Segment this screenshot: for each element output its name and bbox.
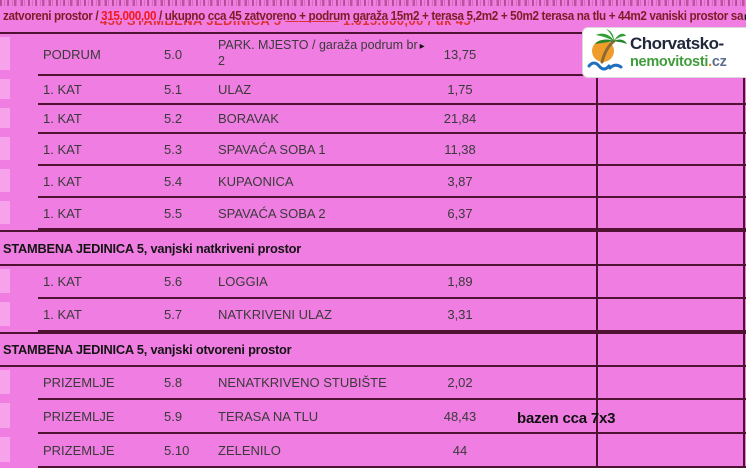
code-cell: 5.5 <box>164 205 183 221</box>
code-cell: 5.10 <box>164 442 190 458</box>
summary-prefix: zatvoreni prostor / <box>3 8 102 23</box>
area-cell: 44 <box>452 442 468 458</box>
table-row-5-0: PODRUM 5.0 PARK. MJESTO / garaža podrum … <box>0 32 746 76</box>
area-cell: 11,38 <box>444 141 476 157</box>
section-label: STAMBENA JEDINICA 5, vanjski otvoreni pr… <box>3 342 292 357</box>
table-row-5-2: 1. KAT 5.2 BORAVAK 21,84 <box>0 105 746 134</box>
table-row-5-4: 1. KAT 5.4 KUPAONICA 3,87 <box>0 166 746 198</box>
palm-tree-icon <box>586 27 628 78</box>
table-row-5-10: PRIZEMLJE 5.10 ZELENILO 44 <box>0 434 746 468</box>
room-name-wrap: 2 <box>218 54 225 68</box>
logo-domain: nemovitosti <box>630 53 709 70</box>
pool-size-note: bazen cca 7x3 <box>517 410 616 427</box>
area-cell: 3,87 <box>447 173 473 189</box>
section-row-otvoreni: STAMBENA JEDINICA 5, vanjski otvoreni pr… <box>0 332 746 367</box>
summary-suffix: / ukupno cca 45 zatvoreno + podrum garaž… <box>156 8 744 23</box>
table-row-5-8: PRIZEMLJE 5.8 NENATKRIVENO STUBIŠTE 2,02 <box>0 367 746 400</box>
room-name: PARK. MJESTO / garaža podrum br <box>218 38 418 52</box>
table-row-5-1: 1. KAT 5.1 ULAZ 1,75 <box>0 76 746 105</box>
code-cell: 5.3 <box>164 141 183 157</box>
floor-cell: PRIZEMLJE <box>43 375 115 390</box>
text-overflow-icon: ▸ <box>743 11 746 23</box>
floor-cell: PRIZEMLJE <box>43 408 115 424</box>
grid-vertical-line <box>596 32 598 468</box>
room-cell: NATKRIVENI ULAZ <box>218 307 332 322</box>
floor-cell: 1. KAT <box>43 141 82 157</box>
floor-cell: PRIZEMLJE <box>43 442 115 458</box>
room-cell: SPAVAĆA SOBA 2 <box>218 205 326 221</box>
table-row-5-9: PRIZEMLJE 5.9 TERASA NA TLU 48,43 <box>0 400 746 434</box>
code-cell: 5.0 <box>164 46 183 62</box>
table-row-5-6: 1. KAT 5.6 LOGGIA 1,89 <box>0 266 746 299</box>
table-row-5-7: 1. KAT 5.7 NATKRIVENI ULAZ 3,31 <box>0 299 746 332</box>
logo-text: Chorvatsko- nemovitosti.cz <box>630 35 727 70</box>
logo-tld: cz <box>711 53 727 70</box>
area-table: PODRUM 5.0 PARK. MJESTO / garaža podrum … <box>0 32 746 468</box>
code-cell: 5.8 <box>164 375 183 390</box>
floor-cell: 1. KAT <box>43 82 82 97</box>
area-cell: 3,31 <box>447 307 473 322</box>
room-cell: TERASA NA TLU <box>218 408 319 424</box>
floor-cell: 1. KAT <box>43 111 82 126</box>
area-cell: 2,02 <box>447 375 473 390</box>
area-cell: 13,75 <box>443 46 477 62</box>
code-cell: 5.1 <box>164 82 183 97</box>
area-cell: 48,43 <box>443 408 477 424</box>
section-label: STAMBENA JEDINICA 5, vanjski natkriveni … <box>3 240 302 256</box>
room-cell: NENATKRIVENO STUBIŠTE <box>218 375 387 390</box>
floor-cell: 1. KAT <box>43 205 82 221</box>
floor-cell: 1. KAT <box>43 274 82 289</box>
area-cell: 6,37 <box>447 205 473 221</box>
code-cell: 5.4 <box>164 173 183 189</box>
text-overflow-icon: ▸ <box>419 41 425 52</box>
logo-title: Chorvatsko- <box>630 34 724 54</box>
section-row-natkriveni: STAMBENA JEDINICA 5, vanjski natkriveni … <box>0 230 746 266</box>
area-cell: 1,89 <box>447 274 473 289</box>
room-cell: SPAVAĆA SOBA 1 <box>218 141 326 157</box>
clipped-text-strip <box>0 0 746 6</box>
room-cell: ULAZ <box>218 82 252 97</box>
code-cell: 5.6 <box>164 274 183 289</box>
room-cell: BORAVAK <box>218 111 279 126</box>
room-cell: ZELENILO <box>218 442 281 458</box>
table-row-5-5: 1. KAT 5.5 SPAVAĆA SOBA 2 6,37 <box>0 198 746 230</box>
code-cell: 5.2 <box>164 111 183 126</box>
code-cell: 5.7 <box>164 307 183 322</box>
chorvatsko-nemovitosti-watermark[interactable]: Chorvatsko- nemovitosti.cz <box>582 27 746 78</box>
room-cell: PARK. MJESTO / garaža podrum br ▸ 2 <box>218 34 433 74</box>
area-cell: 21,84 <box>443 111 477 126</box>
code-cell: 5.9 <box>164 408 183 424</box>
room-cell: LOGGIA <box>218 274 268 289</box>
struck-price-row: 450 STAMBENA JEDINICA 5 ———— 1.015.000,0… <box>100 21 680 28</box>
struck-row-clip: 450 STAMBENA JEDINICA 5 ———— 1.015.000,0… <box>100 21 680 32</box>
table-row-5-3: 1. KAT 5.3 SPAVAĆA SOBA 1 11,38 <box>0 134 746 166</box>
price-value: 315.000,00 <box>101 8 157 23</box>
grid-vertical-line-right <box>743 32 745 468</box>
area-cell: 1,75 <box>447 82 473 97</box>
logo-dot: . <box>708 53 712 70</box>
summary-line: zatvoreni prostor / 315.000,00 / ukupno … <box>3 8 746 23</box>
floor-cell: 1. KAT <box>43 307 82 322</box>
floor-cell: PODRUM <box>43 46 101 62</box>
room-cell: KUPAONICA <box>218 173 294 189</box>
floor-cell: 1. KAT <box>43 173 82 189</box>
